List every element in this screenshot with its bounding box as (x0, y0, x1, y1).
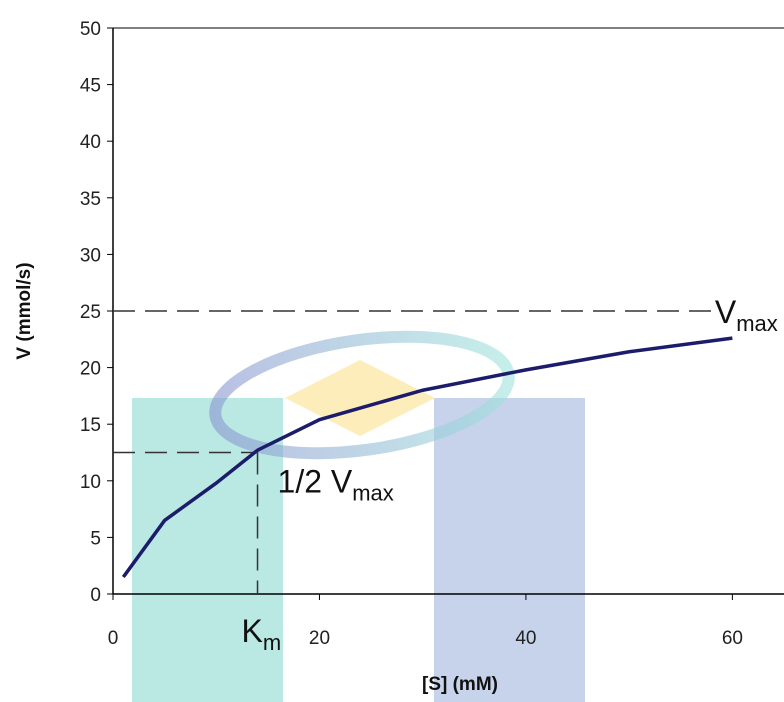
x-axis-label: [S] (mM) (422, 674, 498, 695)
annotation-text: 1/2 V (278, 464, 353, 500)
y-tick-label: 30 (80, 245, 101, 266)
annotation-text: K (242, 613, 263, 649)
annotation-subscript: max (352, 481, 394, 506)
x-tick-label: 40 (515, 628, 536, 649)
annotation-text: V (715, 294, 737, 330)
annotation: 1/2 Vmax (278, 464, 394, 506)
annotation: Vmax (715, 294, 778, 336)
y-tick-label: 25 (80, 302, 101, 323)
y-tick-label: 40 (80, 132, 101, 153)
curve (121, 336, 733, 579)
y-tick-label: 0 (90, 585, 101, 606)
y-axis-label: V (mmol/s) (14, 262, 35, 359)
y-tick-label: 50 (80, 19, 101, 40)
y-tick-label: 45 (80, 76, 101, 97)
annotation: Km (242, 613, 282, 655)
y-tick-label: 15 (80, 415, 101, 436)
y-tick-label: 10 (80, 472, 101, 493)
annotation-subscript: max (736, 311, 778, 336)
x-tick-label: 0 (108, 628, 119, 649)
y-tick-label: 20 (80, 359, 101, 380)
annotation-subscript: m (263, 630, 281, 655)
highlight-band (434, 398, 585, 702)
y-tick-label: 35 (80, 189, 101, 210)
y-tick-label: 5 (90, 528, 101, 549)
x-tick-label: 20 (309, 628, 330, 649)
x-tick-label: 60 (722, 628, 743, 649)
